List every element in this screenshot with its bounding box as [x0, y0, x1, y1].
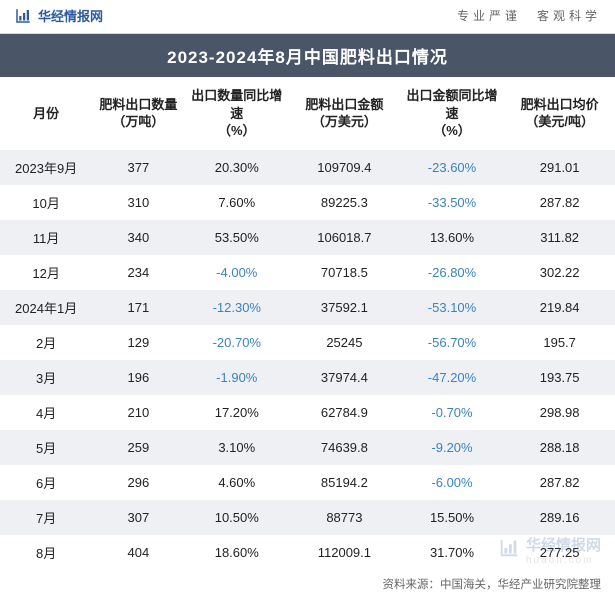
- table-cell: -1.90%: [185, 360, 290, 395]
- table-cell: 289.16: [504, 500, 615, 535]
- table-cell: 129: [92, 325, 184, 360]
- table-cell: 20.30%: [185, 150, 290, 185]
- table-cell: 234: [92, 255, 184, 290]
- table-cell: -20.70%: [185, 325, 290, 360]
- table-cell: 288.18: [504, 430, 615, 465]
- table-cell: 10月: [0, 185, 92, 220]
- table-cell: 70718.5: [289, 255, 400, 290]
- table-cell: 15.50%: [400, 500, 505, 535]
- table-row: 2023年9月37720.30%109709.4-23.60%291.01: [0, 150, 615, 185]
- table-cell: -53.10%: [400, 290, 505, 325]
- column-header: 出口数量同比增速（%）: [185, 77, 290, 150]
- column-header: 肥料出口数量（万吨）: [92, 77, 184, 150]
- table-cell: 340: [92, 220, 184, 255]
- table-cell: 12月: [0, 255, 92, 290]
- table-cell: 106018.7: [289, 220, 400, 255]
- chart-title: 2023-2024年8月中国肥料出口情况: [0, 34, 615, 77]
- table-cell: 259: [92, 430, 184, 465]
- table-cell: 89225.3: [289, 185, 400, 220]
- table-cell: 11月: [0, 220, 92, 255]
- table-cell: 277.25: [504, 535, 615, 570]
- table-cell: 404: [92, 535, 184, 570]
- table-cell: -4.00%: [185, 255, 290, 290]
- table-cell: -23.60%: [400, 150, 505, 185]
- table-cell: 17.20%: [185, 395, 290, 430]
- table-cell: 3月: [0, 360, 92, 395]
- table-cell: -6.00%: [400, 465, 505, 500]
- table-cell: 5月: [0, 430, 92, 465]
- brand: 华经情报网: [14, 6, 103, 25]
- table-cell: 193.75: [504, 360, 615, 395]
- table-row: 12月234-4.00%70718.5-26.80%302.22: [0, 255, 615, 290]
- topbar: 华经情报网 专业严谨 客观科学: [0, 0, 615, 34]
- table-cell: 210: [92, 395, 184, 430]
- table-cell: 37592.1: [289, 290, 400, 325]
- table-row: 6月2964.60%85194.2-6.00%287.82: [0, 465, 615, 500]
- table-cell: 13.60%: [400, 220, 505, 255]
- table-cell: 298.98: [504, 395, 615, 430]
- table-cell: 287.82: [504, 185, 615, 220]
- column-header: 肥料出口均价（美元/吨）: [504, 77, 615, 150]
- table-cell: 4.60%: [185, 465, 290, 500]
- table-cell: -9.20%: [400, 430, 505, 465]
- table-cell: 171: [92, 290, 184, 325]
- table-cell: 88773: [289, 500, 400, 535]
- table-cell: 18.60%: [185, 535, 290, 570]
- table-cell: 291.01: [504, 150, 615, 185]
- table-cell: 10.50%: [185, 500, 290, 535]
- table-row: 4月21017.20%62784.9-0.70%298.98: [0, 395, 615, 430]
- table-row: 11月34053.50%106018.713.60%311.82: [0, 220, 615, 255]
- table-cell: -47.20%: [400, 360, 505, 395]
- table-row: 7月30710.50%8877315.50%289.16: [0, 500, 615, 535]
- table-cell: -26.80%: [400, 255, 505, 290]
- table-cell: 6月: [0, 465, 92, 500]
- table-cell: 302.22: [504, 255, 615, 290]
- table-cell: -0.70%: [400, 395, 505, 430]
- table-cell: 219.84: [504, 290, 615, 325]
- table-cell: 2月: [0, 325, 92, 360]
- table-cell: 2024年1月: [0, 290, 92, 325]
- table-cell: 195.7: [504, 325, 615, 360]
- table-cell: 7月: [0, 500, 92, 535]
- table-cell: 109709.4: [289, 150, 400, 185]
- table-row: 3月196-1.90%37974.4-47.20%193.75: [0, 360, 615, 395]
- table-cell: -56.70%: [400, 325, 505, 360]
- table-cell: 377: [92, 150, 184, 185]
- table-cell: 307: [92, 500, 184, 535]
- table-row: 8月40418.60%112009.131.70%277.25: [0, 535, 615, 570]
- column-header: 肥料出口金额（万美元）: [289, 77, 400, 150]
- column-header: 月份: [0, 77, 92, 150]
- source-line: 资料来源：中国海关，华经产业研究院整理: [0, 570, 615, 592]
- table-row: 2月129-20.70%25245-56.70%195.7: [0, 325, 615, 360]
- table-cell: 37974.4: [289, 360, 400, 395]
- brand-icon: [14, 7, 32, 25]
- table-cell: 196: [92, 360, 184, 395]
- table-cell: 74639.8: [289, 430, 400, 465]
- table-cell: 53.50%: [185, 220, 290, 255]
- table-row: 2024年1月171-12.30%37592.1-53.10%219.84: [0, 290, 615, 325]
- table-cell: -33.50%: [400, 185, 505, 220]
- table-cell: 4月: [0, 395, 92, 430]
- table-cell: 31.70%: [400, 535, 505, 570]
- table-cell: 2023年9月: [0, 150, 92, 185]
- brand-name: 华经情报网: [38, 6, 103, 25]
- table-cell: 296: [92, 465, 184, 500]
- data-table: 月份肥料出口数量（万吨）出口数量同比增速（%）肥料出口金额（万美元）出口金额同比…: [0, 77, 615, 570]
- table-cell: 62784.9: [289, 395, 400, 430]
- table-row: 5月2593.10%74639.8-9.20%288.18: [0, 430, 615, 465]
- table-cell: -12.30%: [185, 290, 290, 325]
- table-cell: 85194.2: [289, 465, 400, 500]
- column-header: 出口金额同比增速（%）: [400, 77, 505, 150]
- table-cell: 311.82: [504, 220, 615, 255]
- table-cell: 25245: [289, 325, 400, 360]
- brand-tagline: 专业严谨 客观科学: [457, 7, 601, 24]
- table-row: 10月3107.60%89225.3-33.50%287.82: [0, 185, 615, 220]
- table-cell: 7.60%: [185, 185, 290, 220]
- table-cell: 3.10%: [185, 430, 290, 465]
- table-cell: 310: [92, 185, 184, 220]
- table-cell: 287.82: [504, 465, 615, 500]
- table-cell: 112009.1: [289, 535, 400, 570]
- table-header-row: 月份肥料出口数量（万吨）出口数量同比增速（%）肥料出口金额（万美元）出口金额同比…: [0, 77, 615, 150]
- table-cell: 8月: [0, 535, 92, 570]
